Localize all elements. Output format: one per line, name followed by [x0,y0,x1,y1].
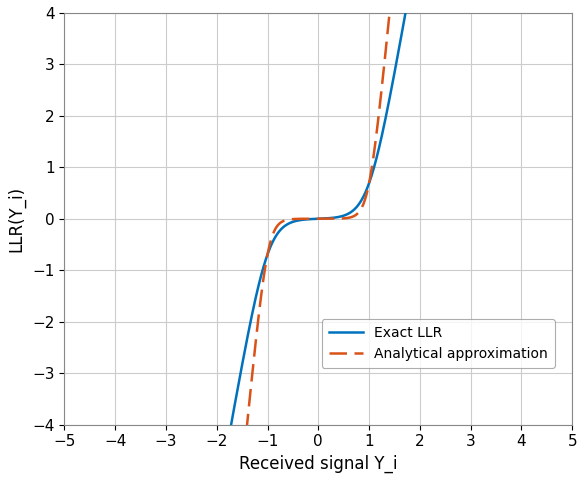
X-axis label: Received signal Y_i: Received signal Y_i [239,455,398,473]
Line: Analytical approximation: Analytical approximation [64,0,572,480]
Exact LLR [255,283,262,289]
Exact LLR [366,180,373,186]
Line: Exact LLR: Exact LLR [64,0,572,480]
Analytical approximation [366,181,373,187]
Legend: Exact LLR, Analytical approximation: Exact LLR, Analytical approximation [322,319,555,368]
Y-axis label: LLR(Y_i): LLR(Y_i) [7,186,25,252]
Exact LLR [391,69,398,75]
Analytical approximation [255,315,262,321]
